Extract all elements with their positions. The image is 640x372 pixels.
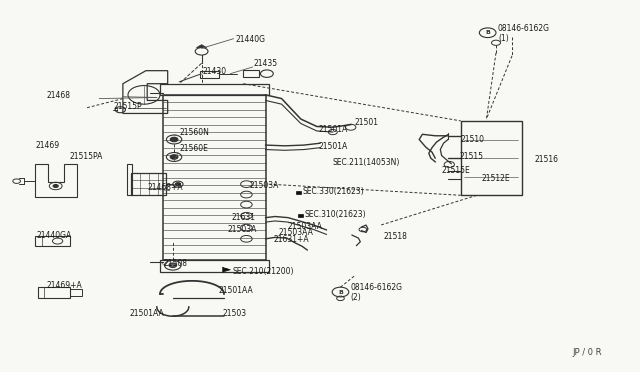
Bar xyxy=(131,173,166,195)
Text: 21468: 21468 xyxy=(47,92,70,100)
Text: B: B xyxy=(338,289,343,295)
Text: 21631: 21631 xyxy=(232,213,256,222)
Text: 21435: 21435 xyxy=(253,60,278,68)
Bar xyxy=(70,289,82,296)
Text: 21440GA: 21440GA xyxy=(36,231,72,240)
Circle shape xyxy=(170,137,178,142)
Bar xyxy=(163,95,266,260)
Text: 21631+A: 21631+A xyxy=(274,235,310,244)
Text: 21515P: 21515P xyxy=(114,102,143,110)
Text: 21503A: 21503A xyxy=(227,225,257,234)
Text: 21508: 21508 xyxy=(164,259,188,267)
Text: JP / 0 R: JP / 0 R xyxy=(572,348,602,357)
Bar xyxy=(160,84,269,95)
Text: B: B xyxy=(485,30,490,35)
Text: 21512E: 21512E xyxy=(481,174,510,183)
Text: 21501AA: 21501AA xyxy=(129,309,164,318)
Circle shape xyxy=(169,263,177,267)
Text: 21510: 21510 xyxy=(461,135,485,144)
Bar xyxy=(200,71,219,78)
Text: SEC.310(21623): SEC.310(21623) xyxy=(305,210,366,219)
Text: 08146-6162G
(1): 08146-6162G (1) xyxy=(498,24,550,43)
Text: 21503AA: 21503AA xyxy=(278,228,313,237)
Text: 21515E: 21515E xyxy=(442,166,470,174)
Bar xyxy=(243,70,259,77)
Text: 21469+A: 21469+A xyxy=(47,281,83,290)
Text: 21501A: 21501A xyxy=(319,125,348,134)
Polygon shape xyxy=(196,45,207,48)
Text: 21501: 21501 xyxy=(355,118,379,126)
Text: 21469: 21469 xyxy=(35,141,60,150)
Text: SEC.330(21623): SEC.330(21623) xyxy=(303,187,364,196)
Bar xyxy=(127,164,132,195)
Text: SEC.210(21200): SEC.210(21200) xyxy=(232,267,294,276)
Bar xyxy=(35,236,70,246)
Text: SEC.211(14053N): SEC.211(14053N) xyxy=(333,158,400,167)
Text: 21468+A: 21468+A xyxy=(147,183,183,192)
Text: 21515: 21515 xyxy=(460,153,484,161)
Circle shape xyxy=(170,155,178,159)
Text: 21516: 21516 xyxy=(534,155,558,164)
Text: 21560E: 21560E xyxy=(179,144,208,153)
Text: 21518: 21518 xyxy=(384,232,408,241)
Text: 21560N: 21560N xyxy=(179,128,209,137)
Polygon shape xyxy=(225,268,230,271)
Text: 21503: 21503 xyxy=(222,309,246,318)
Polygon shape xyxy=(223,267,228,272)
Polygon shape xyxy=(298,214,303,217)
Circle shape xyxy=(175,183,180,186)
Text: 21515PA: 21515PA xyxy=(69,153,102,161)
Text: 08146-6162G
(2): 08146-6162G (2) xyxy=(351,283,403,302)
Bar xyxy=(160,260,269,272)
Text: 21430: 21430 xyxy=(202,67,227,76)
Text: 21501AA: 21501AA xyxy=(219,286,253,295)
Circle shape xyxy=(53,185,58,187)
Text: 21440G: 21440G xyxy=(236,35,266,44)
Text: 21503A: 21503A xyxy=(250,182,279,190)
Text: 21501A: 21501A xyxy=(319,142,348,151)
Bar xyxy=(38,287,70,298)
Polygon shape xyxy=(296,191,301,194)
Text: 21503AA: 21503AA xyxy=(288,222,323,231)
Bar xyxy=(461,121,522,195)
